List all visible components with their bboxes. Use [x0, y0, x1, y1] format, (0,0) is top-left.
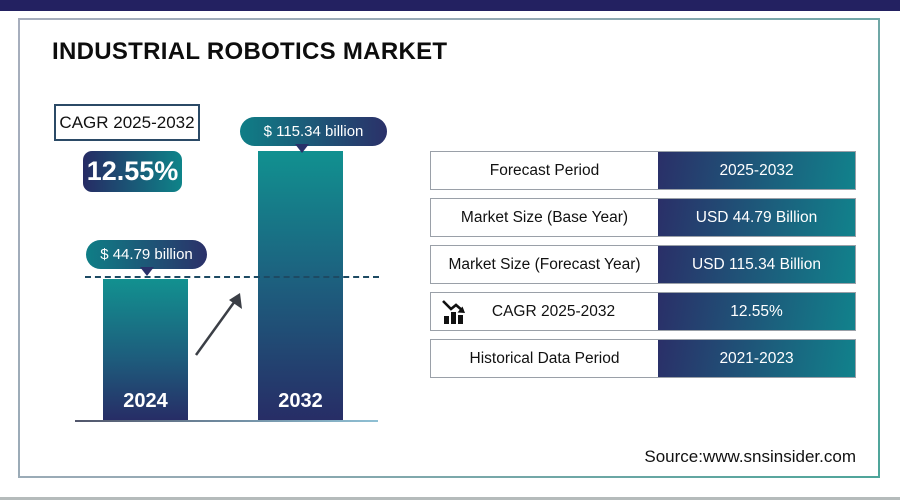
top-accent-bar [0, 0, 900, 11]
dashed-reference-line [85, 276, 379, 278]
row-label: Historical Data Period [469, 349, 620, 367]
source-text: Source:www.snsinsider.com [644, 447, 856, 466]
spec-table: Forecast Period 2025-2032 Market Size (B… [430, 151, 856, 378]
row-label: CAGR 2025-2032 [431, 293, 658, 330]
cagr-value-badge: 12.55% [83, 151, 182, 192]
growth-arrow-icon [194, 293, 242, 356]
cagr-label-box: CAGR 2025-2032 [54, 104, 200, 141]
chart-baseline [75, 420, 378, 422]
row-value: USD 44.79 Billion [658, 199, 855, 236]
row-label: Market Size (Base Year) [460, 208, 629, 226]
callout-pointer-2032 [295, 144, 309, 153]
bar-2024: 2024 [103, 279, 188, 420]
row-label: Market Size (Forecast Year) [448, 255, 641, 273]
bar-2032: 2032 [258, 151, 343, 420]
row-label: Forecast Period [489, 161, 600, 179]
table-row: Historical Data Period 2021-2023 [430, 339, 856, 378]
value-callout-2024: $ 44.79 billion [86, 240, 207, 269]
row-value: 2021-2023 [658, 340, 855, 377]
callout-pointer-2024 [140, 267, 154, 276]
row-value: 12.55% [658, 293, 855, 330]
bar-label-2024: 2024 [123, 390, 168, 412]
value-callout-2032: $ 115.34 billion [240, 117, 387, 146]
table-row: Market Size (Base Year) USD 44.79 Billio… [430, 198, 856, 237]
table-row: Market Size (Forecast Year) USD 115.34 B… [430, 245, 856, 284]
row-value: USD 115.34 Billion [658, 246, 855, 283]
page-title: INDUSTRIAL ROBOTICS MARKET [52, 38, 448, 65]
table-row: Forecast Period 2025-2032 [430, 151, 856, 190]
row-value: 2025-2032 [658, 152, 855, 189]
table-row: CAGR 2025-2032 12.55% [430, 292, 856, 331]
bottom-divider [0, 497, 900, 500]
bar-label-2032: 2032 [278, 390, 323, 412]
bar-chart-trend-icon [442, 300, 465, 324]
